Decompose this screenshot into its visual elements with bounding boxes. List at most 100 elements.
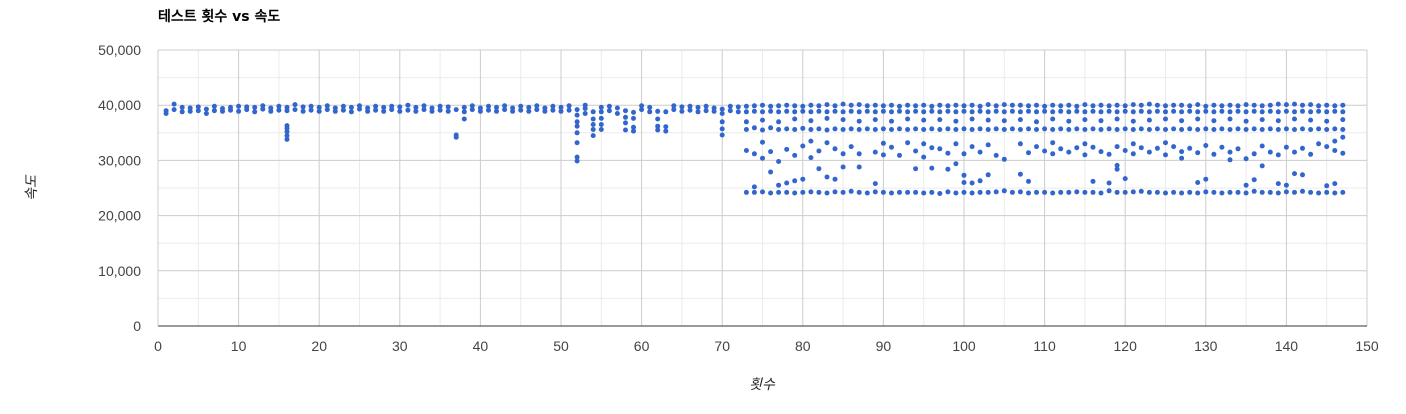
x-tick-label: 120 bbox=[1114, 338, 1138, 354]
x-tick-label: 80 bbox=[795, 338, 811, 354]
data-point bbox=[776, 127, 782, 132]
data-point bbox=[1017, 109, 1023, 115]
data-point bbox=[1275, 109, 1281, 115]
data-point bbox=[550, 107, 556, 113]
data-point bbox=[348, 109, 354, 115]
data-point bbox=[1179, 118, 1185, 124]
data-point bbox=[494, 108, 499, 114]
x-tick-label: 20 bbox=[311, 338, 327, 354]
data-point bbox=[1195, 127, 1201, 132]
data-point bbox=[598, 115, 604, 121]
data-point bbox=[1283, 108, 1289, 114]
data-point bbox=[1316, 141, 1322, 147]
data-point bbox=[1300, 188, 1305, 194]
data-point bbox=[324, 103, 330, 109]
data-point bbox=[1001, 127, 1007, 132]
data-point bbox=[252, 104, 258, 110]
data-point bbox=[1114, 116, 1120, 122]
data-point bbox=[373, 107, 379, 113]
data-point bbox=[897, 126, 902, 132]
data-point bbox=[784, 108, 790, 114]
data-point bbox=[832, 189, 838, 195]
data-point bbox=[1050, 190, 1056, 196]
data-point bbox=[1082, 117, 1088, 123]
data-point bbox=[768, 149, 774, 155]
data-point bbox=[792, 116, 798, 122]
data-point bbox=[808, 127, 814, 132]
data-point bbox=[179, 104, 185, 110]
data-point bbox=[993, 152, 999, 158]
data-point bbox=[1122, 148, 1128, 153]
data-point bbox=[840, 164, 846, 170]
data-point bbox=[977, 126, 983, 132]
data-point bbox=[1106, 180, 1112, 186]
data-point bbox=[510, 105, 516, 111]
data-point bbox=[1227, 157, 1233, 163]
data-point bbox=[1292, 109, 1297, 115]
data-point bbox=[405, 107, 411, 113]
data-point bbox=[1009, 102, 1015, 108]
data-point bbox=[776, 119, 782, 125]
data-point bbox=[1154, 108, 1160, 114]
data-point bbox=[1138, 145, 1144, 151]
data-point bbox=[606, 103, 612, 109]
data-point bbox=[1332, 103, 1338, 109]
data-point bbox=[1130, 118, 1136, 124]
x-tick-label: 130 bbox=[1194, 338, 1218, 354]
data-point bbox=[1195, 180, 1201, 185]
data-point bbox=[760, 155, 765, 161]
data-point bbox=[300, 104, 306, 110]
data-point bbox=[502, 103, 508, 109]
data-point bbox=[1267, 189, 1273, 195]
data-point bbox=[445, 104, 451, 110]
data-point bbox=[913, 189, 919, 195]
data-point bbox=[1009, 189, 1015, 195]
data-point bbox=[751, 189, 757, 195]
data-point bbox=[1001, 102, 1007, 108]
data-point bbox=[1082, 152, 1088, 158]
data-point bbox=[1026, 126, 1031, 132]
data-point bbox=[961, 172, 967, 178]
data-point bbox=[1316, 190, 1322, 196]
data-point bbox=[1163, 103, 1168, 109]
data-point bbox=[655, 116, 661, 122]
data-point bbox=[1146, 127, 1152, 132]
data-point bbox=[1122, 176, 1128, 182]
data-point bbox=[220, 106, 225, 111]
data-point bbox=[751, 108, 757, 114]
data-point bbox=[1292, 127, 1297, 132]
x-tick-label: 70 bbox=[714, 338, 730, 354]
data-point bbox=[1308, 117, 1314, 123]
data-point bbox=[905, 116, 911, 122]
data-point bbox=[1211, 151, 1217, 157]
data-point bbox=[1275, 190, 1281, 196]
data-point bbox=[292, 107, 298, 113]
data-point bbox=[969, 190, 975, 196]
data-point bbox=[937, 146, 943, 152]
data-point bbox=[1050, 127, 1056, 132]
data-point bbox=[1275, 152, 1281, 158]
data-point bbox=[639, 103, 645, 109]
data-point bbox=[413, 108, 419, 114]
data-point bbox=[1187, 108, 1193, 114]
data-point bbox=[1203, 189, 1209, 195]
data-point bbox=[1227, 102, 1233, 108]
data-point bbox=[655, 108, 661, 114]
data-point bbox=[1106, 103, 1112, 109]
data-point bbox=[244, 104, 250, 110]
data-point bbox=[937, 127, 943, 132]
data-point bbox=[800, 108, 806, 114]
data-point bbox=[1300, 108, 1305, 114]
data-point bbox=[534, 103, 540, 109]
data-point bbox=[711, 105, 717, 111]
data-point bbox=[1275, 101, 1281, 107]
data-point bbox=[1017, 141, 1023, 147]
data-point bbox=[1034, 102, 1039, 108]
data-point bbox=[606, 108, 612, 114]
data-point bbox=[1154, 145, 1160, 151]
data-point bbox=[631, 109, 636, 115]
data-point bbox=[550, 103, 556, 109]
data-point bbox=[1114, 166, 1120, 172]
data-point bbox=[1163, 152, 1168, 158]
data-point bbox=[816, 166, 822, 172]
